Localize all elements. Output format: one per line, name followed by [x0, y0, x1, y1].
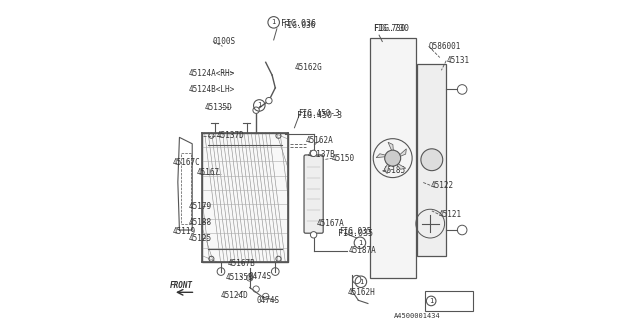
Polygon shape	[385, 160, 390, 174]
Text: 45121: 45121	[438, 210, 461, 219]
FancyBboxPatch shape	[304, 155, 323, 233]
Text: 45131: 45131	[446, 56, 469, 65]
Text: FIG.730: FIG.730	[374, 24, 409, 33]
FancyBboxPatch shape	[426, 291, 474, 311]
Circle shape	[421, 149, 443, 171]
Circle shape	[385, 150, 401, 166]
Circle shape	[266, 97, 272, 104]
FancyBboxPatch shape	[417, 64, 446, 256]
Polygon shape	[396, 149, 406, 158]
Text: 45162H: 45162H	[347, 288, 375, 297]
Text: 45125: 45125	[189, 234, 212, 243]
FancyBboxPatch shape	[369, 38, 416, 278]
Text: 1: 1	[271, 20, 276, 25]
FancyBboxPatch shape	[202, 132, 288, 262]
Text: FRONT: FRONT	[170, 281, 193, 291]
Text: 45167B: 45167B	[227, 259, 255, 268]
Text: 0474S: 0474S	[256, 296, 279, 305]
Text: 45137B: 45137B	[307, 150, 335, 159]
Text: FIG.036: FIG.036	[284, 21, 316, 30]
Text: FIG.450-3: FIG.450-3	[298, 109, 339, 118]
Text: 1: 1	[257, 102, 261, 108]
Text: 45150: 45150	[331, 154, 355, 163]
Text: FIG.730: FIG.730	[372, 24, 405, 33]
Text: 45179: 45179	[189, 202, 212, 211]
Text: 45167C: 45167C	[173, 158, 201, 167]
Text: 45162G: 45162G	[294, 63, 322, 72]
Text: FIG.035: FIG.035	[339, 227, 372, 236]
Text: 45188: 45188	[189, 218, 212, 227]
Text: 45187A: 45187A	[349, 246, 376, 255]
Circle shape	[310, 150, 317, 156]
Text: FIG.450-3: FIG.450-3	[297, 110, 342, 119]
Text: 1: 1	[429, 298, 433, 304]
Text: 45124A<RH>: 45124A<RH>	[189, 69, 236, 78]
Circle shape	[253, 107, 259, 113]
Text: 45137D: 45137D	[216, 131, 244, 140]
Polygon shape	[388, 142, 394, 155]
Text: FIG.035: FIG.035	[338, 229, 373, 238]
Text: 0474S: 0474S	[248, 272, 271, 281]
Text: 45167A: 45167A	[317, 219, 344, 228]
Text: FIG.036: FIG.036	[281, 20, 316, 28]
Polygon shape	[394, 161, 406, 169]
Text: Q586001: Q586001	[429, 42, 461, 51]
Polygon shape	[376, 154, 390, 158]
Text: 45119: 45119	[173, 227, 196, 236]
Circle shape	[310, 232, 317, 238]
Text: 45122: 45122	[430, 181, 453, 190]
Text: 1: 1	[359, 279, 363, 285]
Text: 45162A: 45162A	[306, 136, 333, 145]
Text: 1: 1	[358, 240, 362, 246]
Text: 45167: 45167	[197, 168, 220, 177]
Text: W170064: W170064	[436, 296, 469, 305]
Text: A4500001434: A4500001434	[394, 313, 440, 319]
Text: 0100S: 0100S	[213, 37, 236, 46]
Text: 45135D: 45135D	[205, 102, 233, 112]
Text: 45185: 45185	[382, 166, 405, 175]
Text: 45124D: 45124D	[221, 291, 249, 300]
Text: 45135B: 45135B	[226, 273, 253, 283]
Text: 45124B<LH>: 45124B<LH>	[189, 85, 236, 94]
